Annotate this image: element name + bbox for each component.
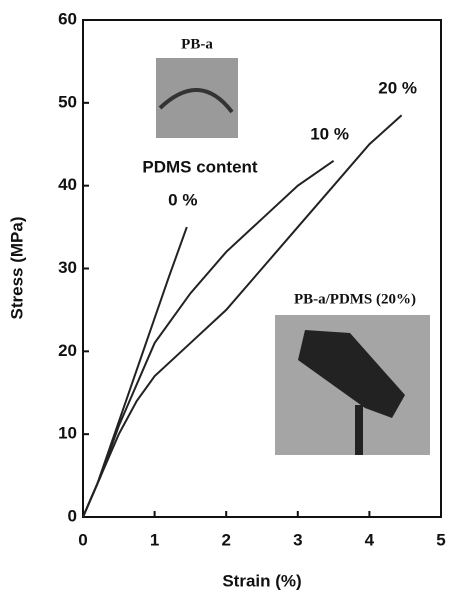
series-line <box>82 114 403 518</box>
photo-detail <box>355 405 363 455</box>
photo-detail <box>158 88 234 114</box>
y-tick-label: 20 <box>58 341 77 360</box>
annotation: PB-a <box>181 36 213 52</box>
y-tick-label: 40 <box>58 175 77 194</box>
x-tick-label: 2 <box>221 530 230 549</box>
series-label: 10 % <box>310 124 349 143</box>
x-tick-label: 0 <box>78 530 87 549</box>
x-tick-label: 1 <box>150 530 159 549</box>
y-tick-label: 0 <box>68 506 77 525</box>
x-tick-label: 4 <box>365 530 375 549</box>
photo-pb-a <box>156 58 238 138</box>
y-tick-label: 10 <box>58 424 77 443</box>
series-line <box>82 159 335 518</box>
y-axis-label: Stress (MPa) <box>7 217 26 320</box>
annotation: PB-a/PDMS (20%) <box>294 291 416 307</box>
series-line <box>82 226 188 518</box>
x-tick-label: 3 <box>293 530 302 549</box>
legend-title: PDMS content <box>142 157 258 176</box>
y-tick-label: 30 <box>58 258 77 277</box>
x-axis-label: Strain (%) <box>222 571 301 590</box>
y-tick-label: 50 <box>58 92 77 111</box>
series-label: 0 % <box>168 191 197 210</box>
series-label: 20 % <box>378 79 417 98</box>
photo-detail <box>298 330 405 418</box>
x-tick-label: 5 <box>436 530 445 549</box>
y-tick-label: 60 <box>58 9 77 28</box>
